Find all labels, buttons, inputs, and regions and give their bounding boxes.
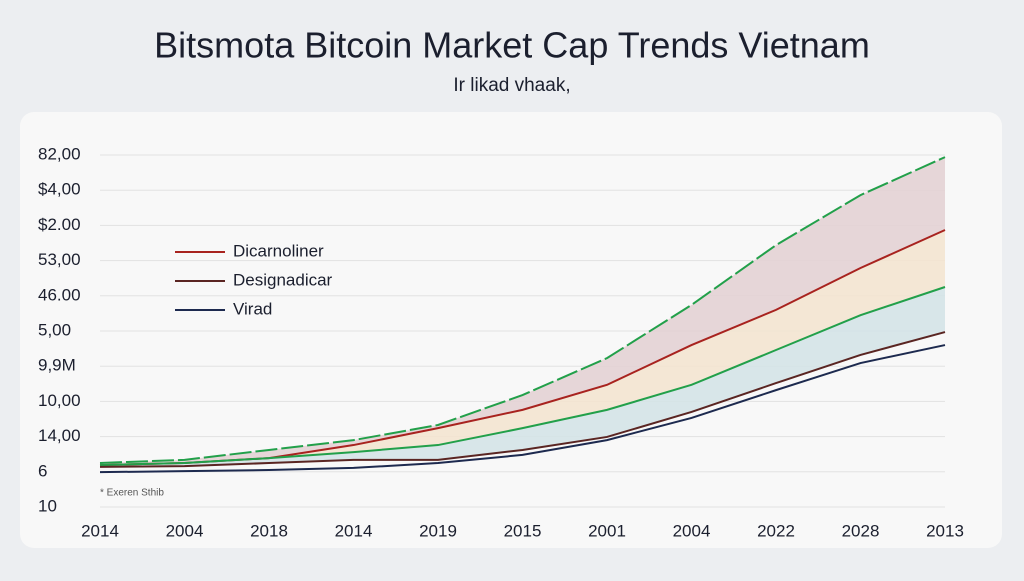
- chart-card: [20, 112, 1002, 548]
- x-tick-label: 2015: [504, 521, 542, 540]
- x-tick-label: 2022: [757, 521, 795, 540]
- x-tick-label: 2013: [926, 521, 964, 540]
- y-tick-label: 53,00: [38, 250, 81, 269]
- legend-label: Designadicar: [233, 270, 333, 289]
- footnote: * Exeren Sthib: [100, 488, 164, 499]
- y-tick-label: $4,00: [38, 180, 81, 199]
- y-tick-label: 82,00: [38, 144, 81, 163]
- x-tick-label: 2004: [673, 521, 711, 540]
- x-tick-label: 2001: [588, 521, 626, 540]
- y-tick-label: 14,00: [38, 426, 81, 445]
- band-fill: [100, 157, 945, 466]
- y-tick-label: $2.00: [38, 215, 81, 234]
- x-tick-label: 2014: [335, 521, 373, 540]
- chart-subtitle: Ir likad vhaak,: [453, 75, 570, 96]
- x-tick-label: 2019: [419, 521, 457, 540]
- x-tick-label: 2014: [81, 521, 119, 540]
- series-line: [99, 156, 946, 464]
- y-tick-label: 46.00: [38, 285, 81, 304]
- y-tick-label: 9,9M: [38, 356, 76, 375]
- chart-title: Bitsmota Bitcoin Market Cap Trends Vietn…: [154, 25, 870, 66]
- series-line: [99, 286, 946, 467]
- x-tick-label: 2018: [250, 521, 288, 540]
- series-line: [99, 344, 946, 474]
- series-line: [99, 331, 946, 468]
- y-tick-label: 6: [38, 461, 47, 480]
- band-fill: [100, 287, 945, 467]
- legend-label: Dicarnoliner: [233, 241, 324, 260]
- y-tick-label: 10: [38, 496, 57, 515]
- y-tick-label: 5,00: [38, 320, 71, 339]
- x-tick-label: 2004: [166, 521, 204, 540]
- band-fill: [100, 229, 945, 466]
- y-tick-label: 10,00: [38, 391, 81, 410]
- legend-label: Virad: [233, 299, 272, 318]
- x-tick-label: 2028: [842, 521, 880, 540]
